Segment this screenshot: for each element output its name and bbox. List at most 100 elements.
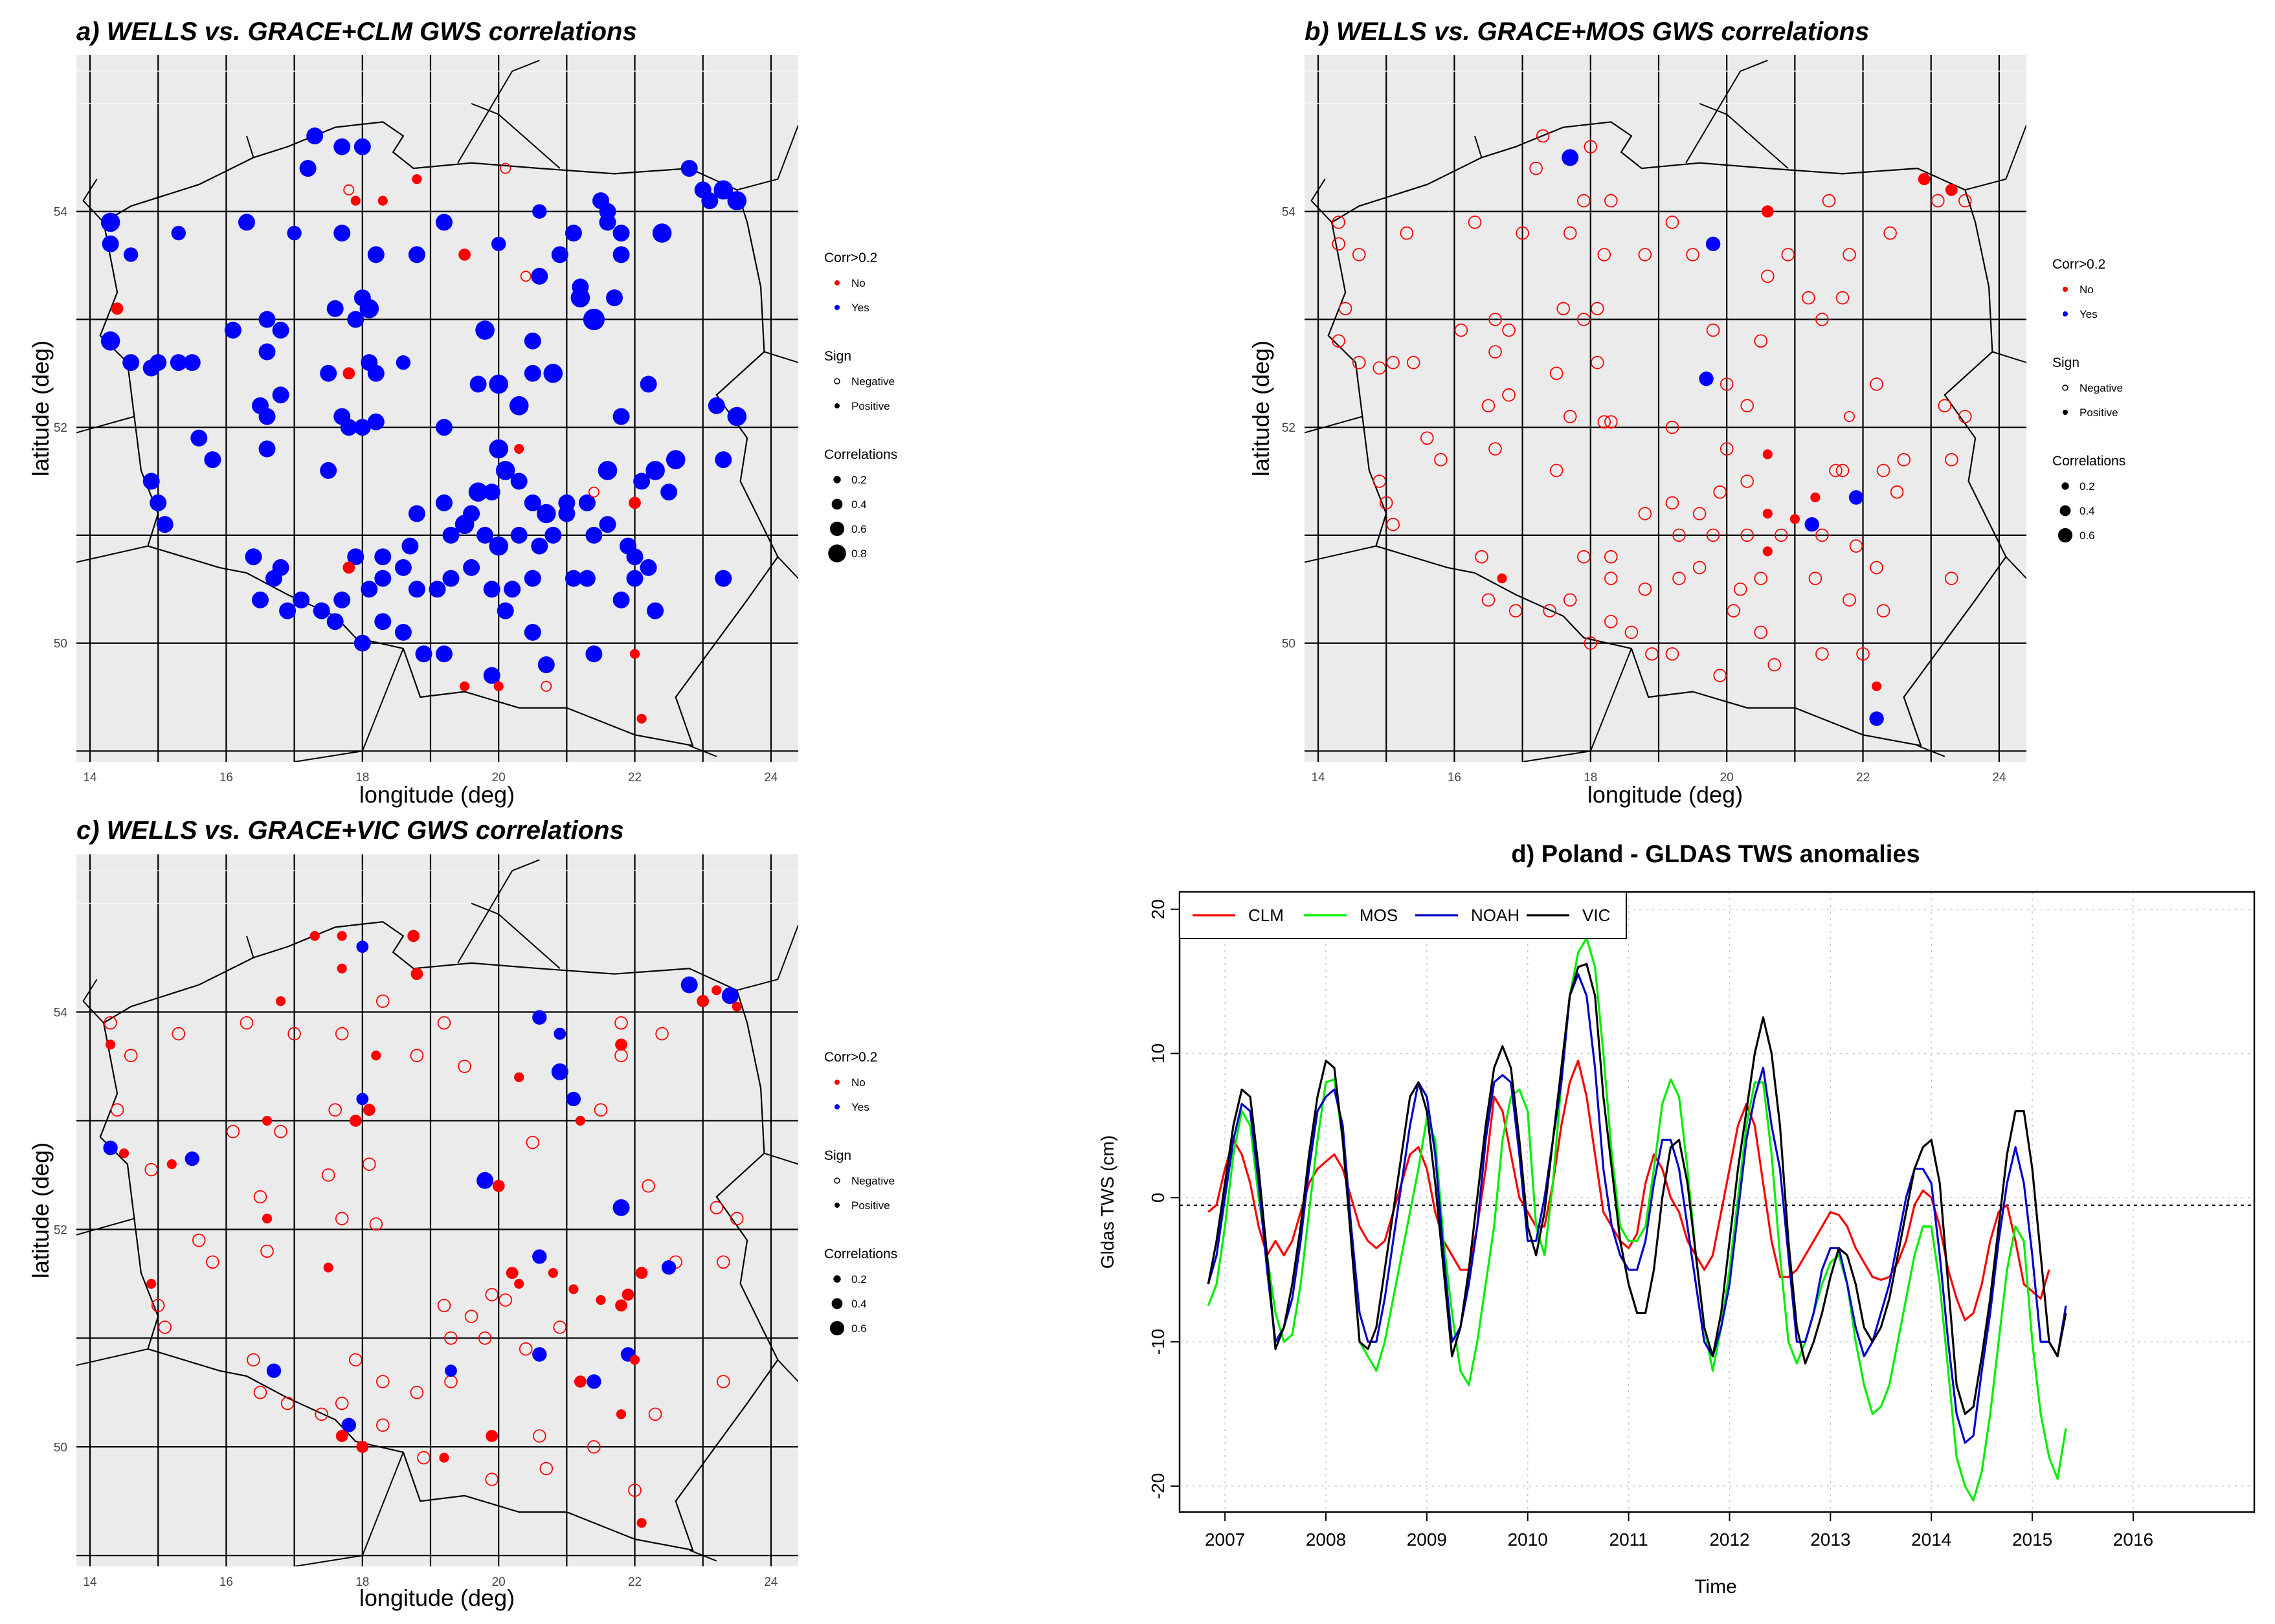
well-point [111,302,124,315]
y-axis-label: latitude (deg) [1248,340,1274,476]
well-point [1672,572,1686,585]
neighbor-border [689,1549,717,1562]
well-point [635,1267,648,1279]
well-point [238,214,255,231]
neighbor-border [76,1348,148,1366]
legend-title-sign: Sign [2052,355,2079,370]
neighbor-border [764,351,798,364]
well-point [524,494,541,511]
well-point [1529,161,1543,175]
well-point [192,1233,206,1247]
well-point [262,1115,273,1126]
well-point [544,526,562,544]
well-point [532,1429,546,1443]
well-point [1720,442,1734,456]
neighbor-border [76,545,148,563]
well-point [514,1072,524,1082]
y-tick-label: 50 [54,1441,67,1454]
legend-label-corr: No [851,277,866,289]
well-point [594,1103,608,1117]
well-point [335,1430,348,1442]
well-point [499,1293,512,1307]
well-point [183,354,201,372]
well-point [313,602,330,619]
well-point [335,1212,349,1225]
x-tick-label: 24 [764,771,778,784]
neighbor-border [82,179,104,223]
x-tick-label: 16 [1448,771,1461,784]
well-point [554,1027,566,1040]
well-point [353,419,371,436]
neighbor-border [1522,648,1632,762]
well-point [394,559,412,576]
legend-title-size: Correlations [824,1247,897,1262]
map-background [76,55,798,762]
well-point [626,570,644,587]
well-point [578,570,596,587]
legend-label-corr: No [2079,284,2094,296]
well-point [172,1027,186,1041]
y-tick-label: -20 [1148,1473,1168,1499]
well-point [299,160,317,177]
x-tick-label: 14 [83,771,97,784]
poland-border [76,60,798,762]
well-point [585,645,603,663]
legend-title-corr: Corr>0.2 [824,1050,877,1065]
well-point [531,537,548,555]
well-point [1665,420,1679,434]
well-point [410,1386,424,1399]
well-point [1870,377,1883,391]
x-tick-label: 2014 [1911,1529,1951,1550]
well-point [350,195,361,206]
well-point [347,311,364,328]
y-tick-label: 52 [54,421,67,435]
well-point [328,1103,342,1117]
well-point [1843,411,1855,423]
legend-key-sign [2062,384,2068,391]
well-point [486,1430,499,1442]
well-point [1754,334,1768,348]
well-point [652,223,672,243]
well-point [1549,366,1563,381]
well-point [541,680,552,692]
well-point [335,1027,349,1041]
well-point [343,184,355,195]
well-point [489,374,508,394]
well-point [583,308,605,331]
well-point [124,1049,138,1062]
y-tick-label: 10 [1148,1043,1168,1063]
well-point [323,1262,333,1273]
legend-title-size: Correlations [824,447,897,462]
well-point [1918,173,1931,186]
well-point [1672,528,1686,542]
well-point [1481,593,1496,607]
well-point [1332,334,1345,348]
panel-title: c) WELLS vs. GRACE+VIC GWS correlations [76,816,624,845]
well-point [1754,572,1768,585]
well-point [348,1353,363,1367]
legend-key-size [829,1320,845,1336]
legend-key-sign [835,403,840,408]
legend-label-corr: Yes [2079,308,2098,320]
well-point [375,1418,390,1432]
well-point [636,1518,647,1528]
neighbor-border [76,1218,135,1236]
well-point [524,364,541,382]
well-point [1692,561,1707,575]
well-point [170,354,187,372]
y-axis-label: Gldas TWS (cm) [1097,1135,1117,1269]
well-point [1488,442,1502,456]
well-point [565,570,582,587]
x-tick-label: 2015 [2012,1529,2052,1550]
well-point [253,1386,267,1399]
well-point [1584,636,1598,650]
well-point [655,1027,669,1041]
well-point [337,963,347,973]
well-point [401,537,419,555]
well-point [1508,604,1523,617]
well-point [1624,625,1639,640]
well-point [374,570,392,587]
well-point [100,331,120,351]
well-point [436,419,453,436]
